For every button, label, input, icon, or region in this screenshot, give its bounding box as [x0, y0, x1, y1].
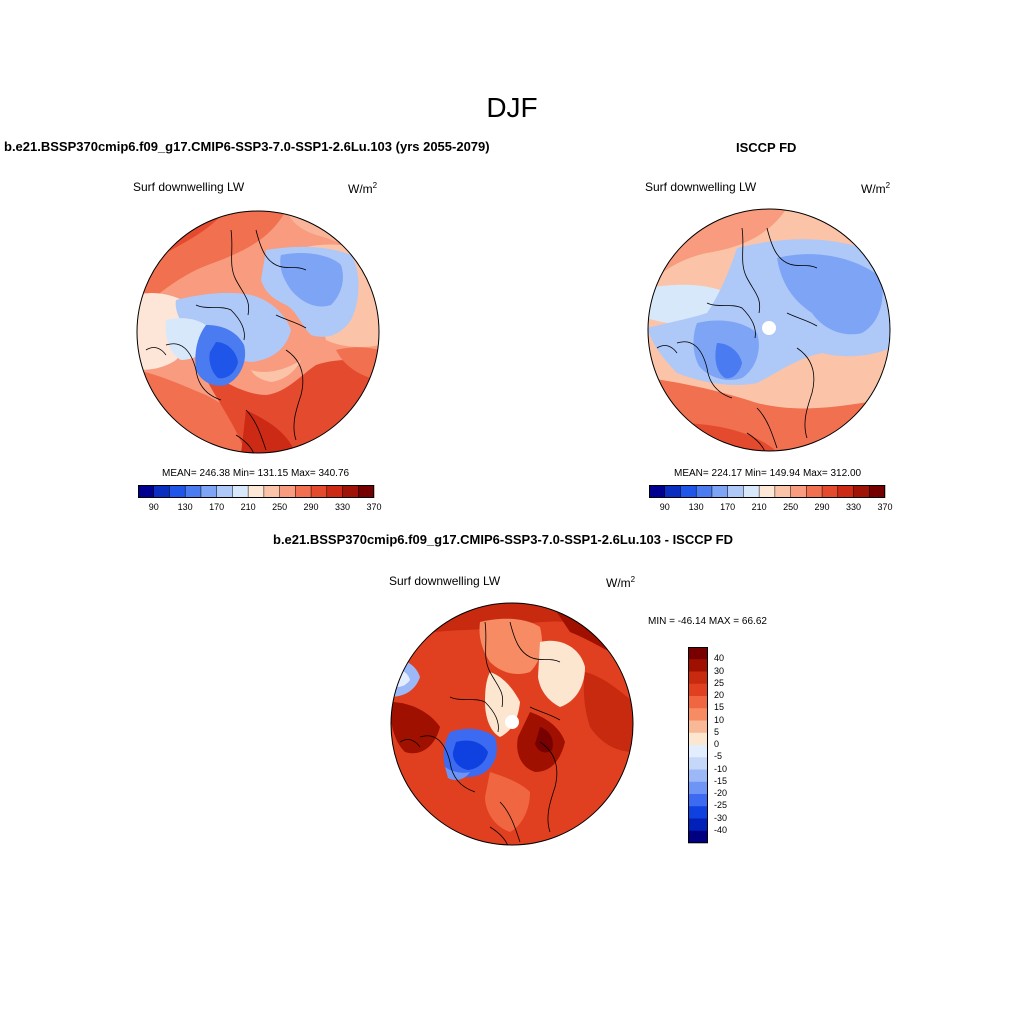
obs-polar-map — [647, 208, 891, 452]
colorbar-tick-label: 5 — [714, 726, 720, 737]
colorbar-swatch — [822, 485, 839, 498]
colorbar-swatch — [806, 485, 823, 498]
colorbar-tick-label: -15 — [714, 775, 728, 786]
colorbar-swatch — [688, 647, 708, 660]
colorbar-tick-label: 0 — [714, 739, 720, 749]
obs-colorbar-ticks: 90 130 170 210 250 290 330 370 — [649, 502, 893, 514]
colorbar-swatch — [727, 485, 744, 498]
colorbar-swatch — [688, 781, 708, 795]
model-polar-map — [136, 210, 380, 454]
colorbar-swatch — [711, 485, 728, 498]
colorbar-swatch — [688, 818, 708, 832]
colorbar-swatch — [790, 485, 807, 498]
colorbar-swatch — [664, 485, 681, 498]
diff-stats: MIN = -46.14 MAX = 66.62 — [648, 616, 767, 627]
model-panel-title: b.e21.BSSP370cmip6.f09_g17.CMIP6-SSP3-7.… — [4, 139, 490, 154]
model-stats: MEAN= 246.38 Min= 131.15 Max= 340.76 — [162, 468, 350, 479]
colorbar-tick-label: 10 — [714, 714, 725, 725]
colorbar-swatch — [688, 745, 708, 758]
colorbar-tick-label: 40 — [714, 653, 725, 664]
colorbar-tick-label: 130 — [177, 502, 193, 512]
colorbar-swatch — [248, 485, 265, 498]
colorbar-tick-label: 290 — [303, 502, 319, 512]
colorbar-swatch — [688, 659, 708, 672]
colorbar-tick-label: 370 — [877, 502, 893, 512]
colorbar-tick-label: -20 — [714, 788, 728, 798]
colorbar-swatch — [743, 485, 760, 498]
figure-title: DJF — [486, 92, 538, 123]
colorbar-swatch — [696, 485, 713, 498]
colorbar-swatch — [688, 683, 708, 697]
colorbar-swatch — [688, 696, 708, 709]
diff-colorbar — [688, 647, 708, 844]
diff-polar-map — [390, 602, 634, 846]
obs-variable-label: Surf downwelling LW — [645, 180, 757, 194]
colorbar-swatch — [680, 485, 697, 498]
colorbar-tick-label: 25 — [714, 677, 725, 688]
colorbar-tick-label: 330 — [846, 502, 862, 512]
model-colorbar-ticks: 90 130 170 210 250 290 330 370 — [138, 502, 382, 514]
colorbar-swatch — [869, 485, 886, 498]
colorbar-tick-label: 90 — [148, 502, 159, 512]
colorbar-swatch — [649, 485, 666, 498]
colorbar-swatch — [688, 830, 708, 844]
colorbar-swatch — [295, 485, 312, 498]
obs-colorbar — [649, 485, 886, 498]
colorbar-swatch — [185, 485, 202, 498]
colorbar-tick-label: 90 — [659, 502, 670, 512]
colorbar-swatch — [774, 485, 791, 498]
colorbar-swatch — [153, 485, 170, 498]
colorbar-swatch — [688, 732, 708, 746]
colorbar-swatch — [169, 485, 186, 498]
obs-stats: MEAN= 224.17 Min= 149.94 Max= 312.00 — [674, 468, 862, 479]
diff-panel-title: b.e21.BSSP370cmip6.f09_g17.CMIP6-SSP3-7.… — [273, 532, 734, 547]
colorbar-swatch — [853, 485, 870, 498]
colorbar-tick-label: -30 — [714, 812, 728, 823]
colorbar-tick-label: 170 — [720, 502, 736, 512]
colorbar-tick-label: 250 — [272, 502, 288, 512]
model-colorbar — [138, 485, 375, 498]
obs-units-label: W/m2 — [861, 181, 891, 196]
colorbar-swatch — [759, 485, 776, 498]
colorbar-tick-label: 210 — [751, 502, 767, 512]
colorbar-tick-label: 170 — [209, 502, 225, 512]
colorbar-tick-label: 20 — [714, 690, 725, 700]
diff-variable-label: Surf downwelling LW — [389, 574, 501, 588]
colorbar-tick-label: -40 — [714, 824, 728, 835]
diff-units-label: W/m2 — [606, 575, 636, 590]
colorbar-tick-label: 15 — [714, 702, 725, 713]
obs-panel-title: ISCCP FD — [736, 140, 797, 155]
colorbar-tick-label: 290 — [814, 502, 830, 512]
colorbar-swatch — [200, 485, 217, 498]
colorbar-swatch — [688, 769, 708, 783]
colorbar-tick-label: 330 — [335, 502, 351, 512]
colorbar-tick-label: 30 — [714, 665, 725, 676]
colorbar-tick-label: 130 — [688, 502, 704, 512]
colorbar-swatch — [688, 720, 708, 734]
colorbar-tick-label: 370 — [366, 502, 382, 512]
colorbar-swatch — [326, 485, 343, 498]
diff-colorbar-ticks: 40 30 25 20 15 10 5 0 -5 -10 -15 -20 -25 -30 -40 — [712, 647, 752, 843]
colorbar-tick-label: -10 — [714, 763, 728, 774]
colorbar-swatch — [138, 485, 155, 498]
colorbar-swatch — [358, 485, 375, 498]
colorbar-swatch — [279, 485, 296, 498]
colorbar-swatch — [342, 485, 359, 498]
colorbar-swatch — [232, 485, 249, 498]
colorbar-swatch — [216, 485, 233, 498]
colorbar-swatch — [688, 806, 708, 819]
colorbar-swatch — [263, 485, 280, 498]
colorbar-tick-label: 250 — [783, 502, 799, 512]
colorbar-tick-label: -5 — [714, 751, 723, 762]
colorbar-swatch — [688, 708, 708, 721]
colorbar-tick-label: -25 — [714, 800, 728, 811]
colorbar-swatch — [688, 671, 708, 685]
colorbar-swatch — [688, 794, 708, 807]
colorbar-swatch — [688, 757, 708, 770]
model-variable-label: Surf downwelling LW — [133, 180, 245, 194]
colorbar-swatch — [311, 485, 328, 498]
colorbar-swatch — [837, 485, 854, 498]
model-units-label: W/m2 — [348, 181, 378, 196]
colorbar-tick-label: 210 — [240, 502, 256, 512]
